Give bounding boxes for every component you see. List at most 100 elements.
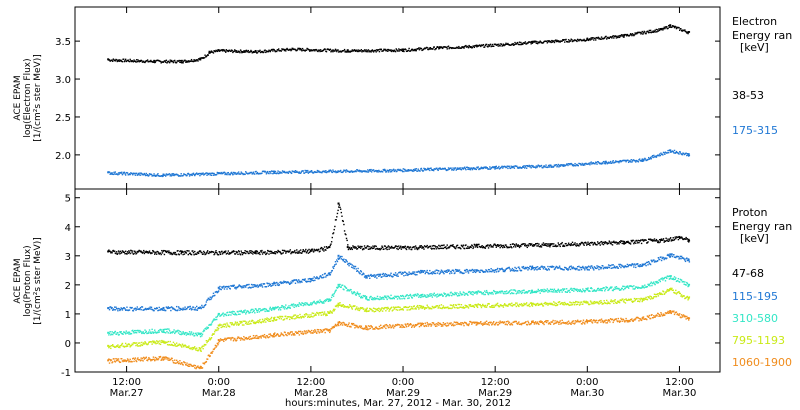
proton-point (580, 266, 582, 269)
proton-point (137, 250, 140, 252)
proton-point (291, 303, 293, 306)
proton-point (151, 252, 153, 254)
proton-point (302, 249, 304, 251)
proton-point (442, 271, 445, 274)
electron-point (252, 51, 254, 54)
electron-point (649, 157, 651, 160)
electron-point (620, 35, 622, 37)
electron-data-point (604, 160, 607, 163)
proton-point (288, 282, 290, 284)
proton-point (356, 291, 359, 293)
proton-point (648, 283, 651, 285)
proton-point (360, 247, 362, 249)
proton-point (306, 250, 308, 253)
proton-point (378, 298, 381, 301)
proton-point (444, 293, 446, 295)
proton-point (174, 253, 176, 255)
proton-point (163, 249, 165, 252)
electron-point (465, 168, 467, 171)
proton-point (514, 290, 517, 292)
electron-point (403, 170, 405, 173)
proton-point (109, 345, 111, 347)
proton-point (498, 292, 500, 294)
electron-point (360, 170, 363, 172)
proton-point (216, 290, 218, 293)
electron-point (658, 28, 660, 30)
proton-point (396, 247, 398, 250)
proton-point (115, 251, 118, 253)
proton-point (235, 322, 237, 324)
proton-point (179, 330, 182, 333)
electron-point (562, 164, 564, 166)
proton-point (248, 323, 250, 325)
electron-point (415, 168, 417, 170)
electron-point (127, 59, 129, 61)
proton-point (436, 269, 438, 271)
proton-point (497, 245, 499, 247)
proton-point (301, 250, 304, 253)
electron-point (228, 49, 231, 52)
proton-point (389, 297, 392, 300)
proton-point (394, 274, 396, 276)
proton-point (183, 345, 185, 348)
proton-point (244, 250, 246, 252)
electron-point (576, 40, 578, 43)
proton-point (259, 318, 261, 321)
proton-point (386, 248, 388, 251)
electron-point (522, 166, 525, 168)
proton-point (540, 266, 542, 268)
electron-point (241, 51, 243, 54)
proton-point (575, 268, 577, 271)
proton-point (512, 270, 514, 272)
proton-point (255, 285, 257, 288)
proton-point (456, 244, 459, 247)
proton-point (575, 289, 578, 292)
proton-point (157, 309, 160, 311)
electron-point (591, 38, 593, 40)
proton-point (496, 268, 498, 271)
proton-point (480, 246, 483, 248)
proton-point (465, 271, 467, 273)
electron-point (653, 30, 656, 33)
electron-point (121, 60, 124, 63)
proton-point (487, 244, 489, 246)
proton-ytick-label: 4 (65, 223, 71, 234)
proton-point (190, 331, 193, 333)
proton-point (337, 257, 339, 259)
proton-point (317, 312, 319, 315)
proton-point (339, 256, 341, 259)
proton-point (657, 241, 659, 244)
proton-point (379, 296, 381, 298)
proton-point (558, 244, 561, 246)
proton-point (414, 245, 417, 247)
electron-point (663, 26, 665, 29)
proton-point (244, 285, 246, 287)
proton-point (141, 251, 143, 253)
proton-point (343, 305, 346, 307)
proton-point (173, 251, 175, 254)
proton-point (232, 310, 234, 313)
proton-point (237, 313, 240, 315)
electron-point (427, 168, 430, 171)
electron-point (258, 50, 261, 53)
proton-point (370, 295, 372, 298)
electron-point (293, 170, 295, 173)
proton-point (112, 249, 115, 252)
electron-point (421, 169, 423, 171)
proton-point (532, 245, 534, 247)
electron-point (658, 29, 661, 32)
proton-point (309, 316, 312, 318)
proton-point (372, 298, 374, 301)
electron-point (489, 168, 492, 170)
electron-point (678, 29, 681, 31)
proton-point (474, 269, 476, 271)
electron-point (310, 170, 313, 172)
electron-point (580, 164, 583, 166)
electron-point (357, 49, 359, 51)
proton-point (249, 311, 251, 313)
proton-point (339, 304, 342, 306)
electron-point (318, 170, 320, 172)
proton-point (582, 242, 584, 244)
electron-point (603, 161, 605, 163)
